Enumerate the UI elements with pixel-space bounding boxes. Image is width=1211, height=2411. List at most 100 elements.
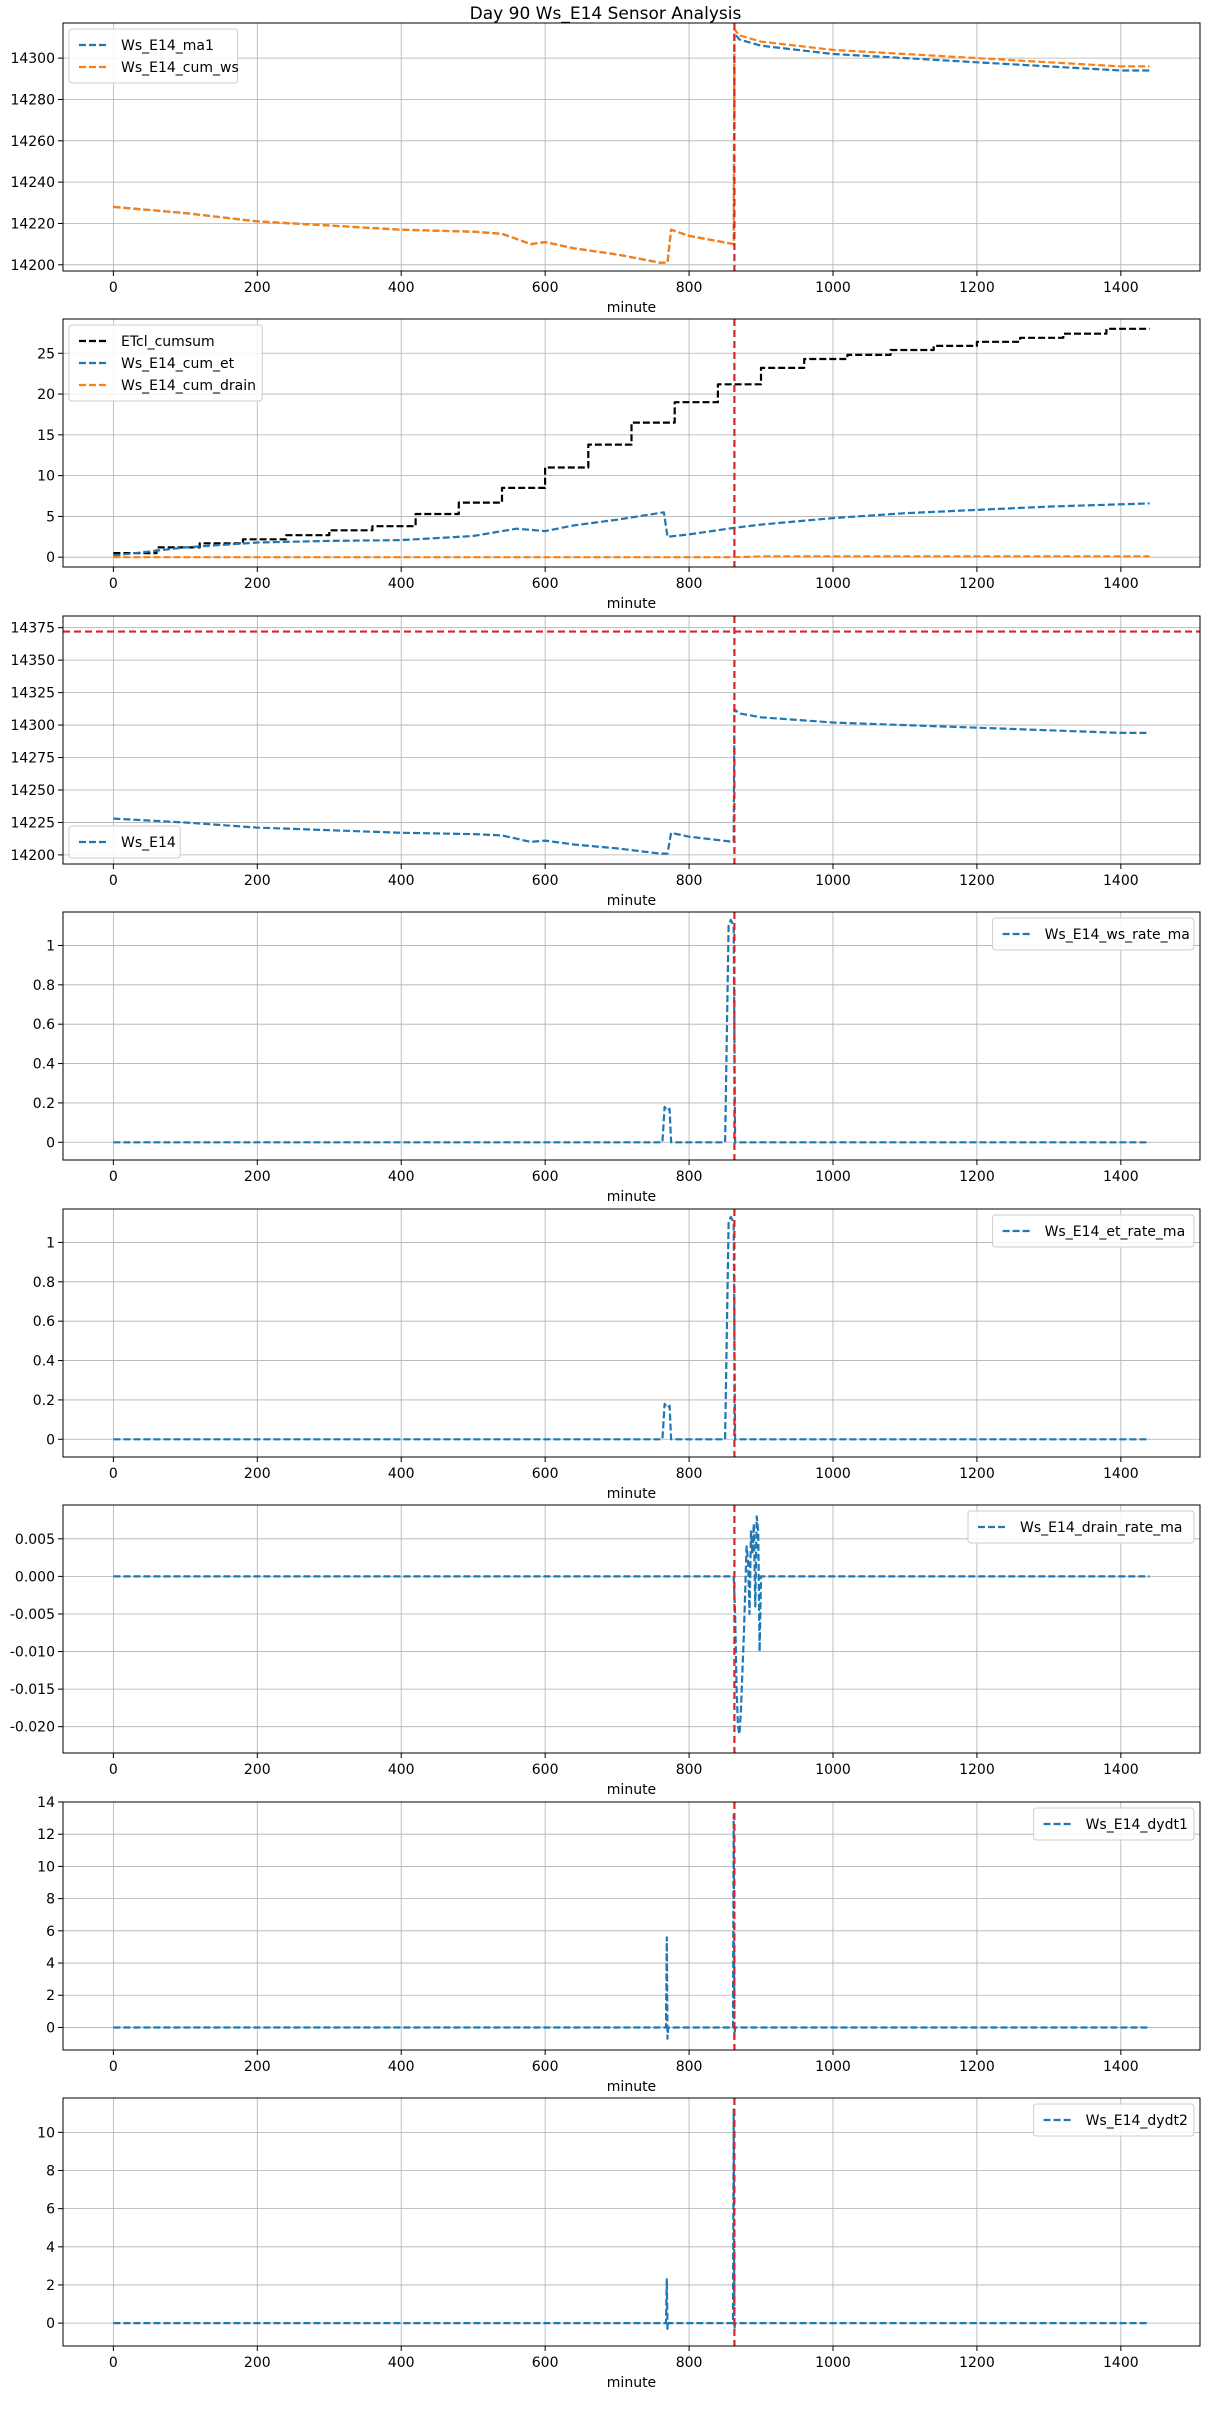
x-tick-label: 800 xyxy=(676,1466,703,1482)
y-tick-label: 0.8 xyxy=(33,1275,55,1291)
x-tick-label: 400 xyxy=(388,576,415,592)
x-tick-label: 400 xyxy=(388,2355,415,2371)
y-tick-label: 0.4 xyxy=(33,1354,55,1370)
x-tick-label: 0 xyxy=(109,576,118,592)
subplot-3: 0 200 400 600 800 1000 1200 1400 14200 14225 14250… xyxy=(10,615,1201,909)
series-line-Ws_E14_drain_rate_ma xyxy=(113,1515,1150,1736)
y-tick-label: 1 xyxy=(46,1235,55,1251)
y-tick-label: 20 xyxy=(37,387,55,403)
legend-box xyxy=(68,825,181,859)
x-tick-label: 600 xyxy=(532,1169,559,1185)
legend: ETcl_cumsum Ws_E14_cum_et Ws_E14_cum_drain xyxy=(68,324,263,402)
y-tick-label: 14260 xyxy=(10,134,55,150)
axes-frame xyxy=(62,615,1201,865)
series-line-Ws_E14_dydt1 xyxy=(113,1813,1150,2040)
legend-label: Ws_E14 xyxy=(121,835,176,851)
x-axis-label: minute xyxy=(607,2079,656,2095)
series-line-Ws_E14_ma1 xyxy=(113,32,1150,264)
x-tick-label: 1200 xyxy=(959,2059,995,2075)
y-tick-label: 14375 xyxy=(10,621,55,637)
y-tick-label: 14300 xyxy=(10,718,55,734)
x-tick-label: 0 xyxy=(109,1762,118,1778)
legend-box xyxy=(1033,1807,1195,1841)
x-axis-label: minute xyxy=(607,1189,656,1205)
legend-label: Ws_E14_ma1 xyxy=(121,38,214,54)
x-tick-label: 1400 xyxy=(1103,873,1139,889)
y-tick-label: 14 xyxy=(37,1795,55,1811)
y-tick-label: -0.005 xyxy=(10,1607,55,1623)
x-tick-label: 1000 xyxy=(815,2355,851,2371)
x-tick-label: 1200 xyxy=(959,2355,995,2371)
legend: Ws_E14_drain_rate_ma xyxy=(967,1510,1195,1544)
subplot-4: 0 200 400 600 800 1000 1200 1400 0 0.2 0.4 0.6 0.8 1 m… xyxy=(33,911,1201,1205)
x-axis-label: minute xyxy=(607,2375,656,2391)
y-tick-label: 10 xyxy=(37,1859,55,1875)
plot-area xyxy=(113,912,1150,1160)
y-tick-label: 0.8 xyxy=(33,978,55,994)
x-tick-label: 400 xyxy=(388,1466,415,1482)
x-tick-label: 1400 xyxy=(1103,280,1139,296)
x-tick-label: 200 xyxy=(244,1762,271,1778)
x-tick-label: 1000 xyxy=(815,873,851,889)
x-tick-label: 1400 xyxy=(1103,576,1139,592)
y-tick-label: 25 xyxy=(37,346,55,362)
y-tick-label: 6 xyxy=(46,1924,55,1940)
series-line-Ws_E14_cum_et xyxy=(113,502,1150,557)
y-tick-label: 14220 xyxy=(10,216,55,232)
y-tick-label: 14240 xyxy=(10,175,55,191)
x-tick-label: 1000 xyxy=(815,1169,851,1185)
series-line-Ws_E14_ws_rate_ma xyxy=(113,918,1150,1144)
series-line-Ws_E14_dydt2 xyxy=(113,2108,1150,2330)
legend-box xyxy=(68,28,239,84)
y-tick-label: 0.6 xyxy=(33,1314,55,1330)
plot-area xyxy=(113,2098,1150,2346)
y-tick-label: 14300 xyxy=(10,51,55,67)
legend: Ws_E14_ws_rate_ma xyxy=(992,917,1195,951)
y-tick-label: 0 xyxy=(46,550,55,566)
x-tick-label: 200 xyxy=(244,280,271,296)
x-tick-label: 1000 xyxy=(815,1762,851,1778)
legend-label: Ws_E14_ws_rate_ma xyxy=(1045,927,1190,943)
legend-box xyxy=(992,917,1195,951)
x-axis-label: minute xyxy=(607,893,656,909)
x-axis-label: minute xyxy=(607,1486,656,1502)
y-tick-label: 0.000 xyxy=(15,1569,55,1585)
series-line-Ws_E14_cum_ws xyxy=(113,28,1150,264)
legend-label: Ws_E14_drain_rate_ma xyxy=(1020,1520,1182,1536)
plot-area xyxy=(113,1209,1150,1457)
axes-frame xyxy=(62,1208,1201,1458)
x-tick-label: 200 xyxy=(244,2059,271,2075)
y-tick-label: 0.2 xyxy=(33,1096,55,1112)
x-tick-label: 1000 xyxy=(815,280,851,296)
y-tick-label: 0.2 xyxy=(33,1393,55,1409)
y-tick-label: 6 xyxy=(46,2202,55,2218)
y-tick-label: 2 xyxy=(46,1988,55,2004)
series-line-ETcl_cumsum xyxy=(113,327,1150,555)
axes-frame xyxy=(62,911,1201,1161)
x-tick-label: 800 xyxy=(676,1169,703,1185)
x-tick-label: 1200 xyxy=(959,1762,995,1778)
legend: Ws_E14_et_rate_ma xyxy=(992,1214,1195,1248)
y-tick-label: 5 xyxy=(46,509,55,525)
x-tick-label: 0 xyxy=(109,2355,118,2371)
x-tick-label: 800 xyxy=(676,2059,703,2075)
x-tick-label: 400 xyxy=(388,1169,415,1185)
x-tick-label: 400 xyxy=(388,280,415,296)
x-tick-label: 200 xyxy=(244,2355,271,2371)
x-tick-label: 600 xyxy=(532,1762,559,1778)
y-tick-label: 12 xyxy=(37,1827,55,1843)
y-tick-label: 14250 xyxy=(10,783,55,799)
series-line-Ws_E14_et_rate_ma xyxy=(113,1215,1150,1441)
axes-frame xyxy=(62,2097,1201,2347)
plot-area xyxy=(113,1505,1150,1753)
legend-label: Ws_E14_cum_ws xyxy=(121,60,239,76)
plot-area xyxy=(113,1802,1150,2050)
x-tick-label: 1200 xyxy=(959,280,995,296)
legend: Ws_E14 xyxy=(68,825,181,859)
figure-title: Day 90 Ws_E14 Sensor Analysis xyxy=(469,4,742,24)
x-tick-label: 200 xyxy=(244,873,271,889)
x-tick-label: 800 xyxy=(676,280,703,296)
x-tick-label: 1400 xyxy=(1103,2355,1139,2371)
x-tick-label: 0 xyxy=(109,1466,118,1482)
